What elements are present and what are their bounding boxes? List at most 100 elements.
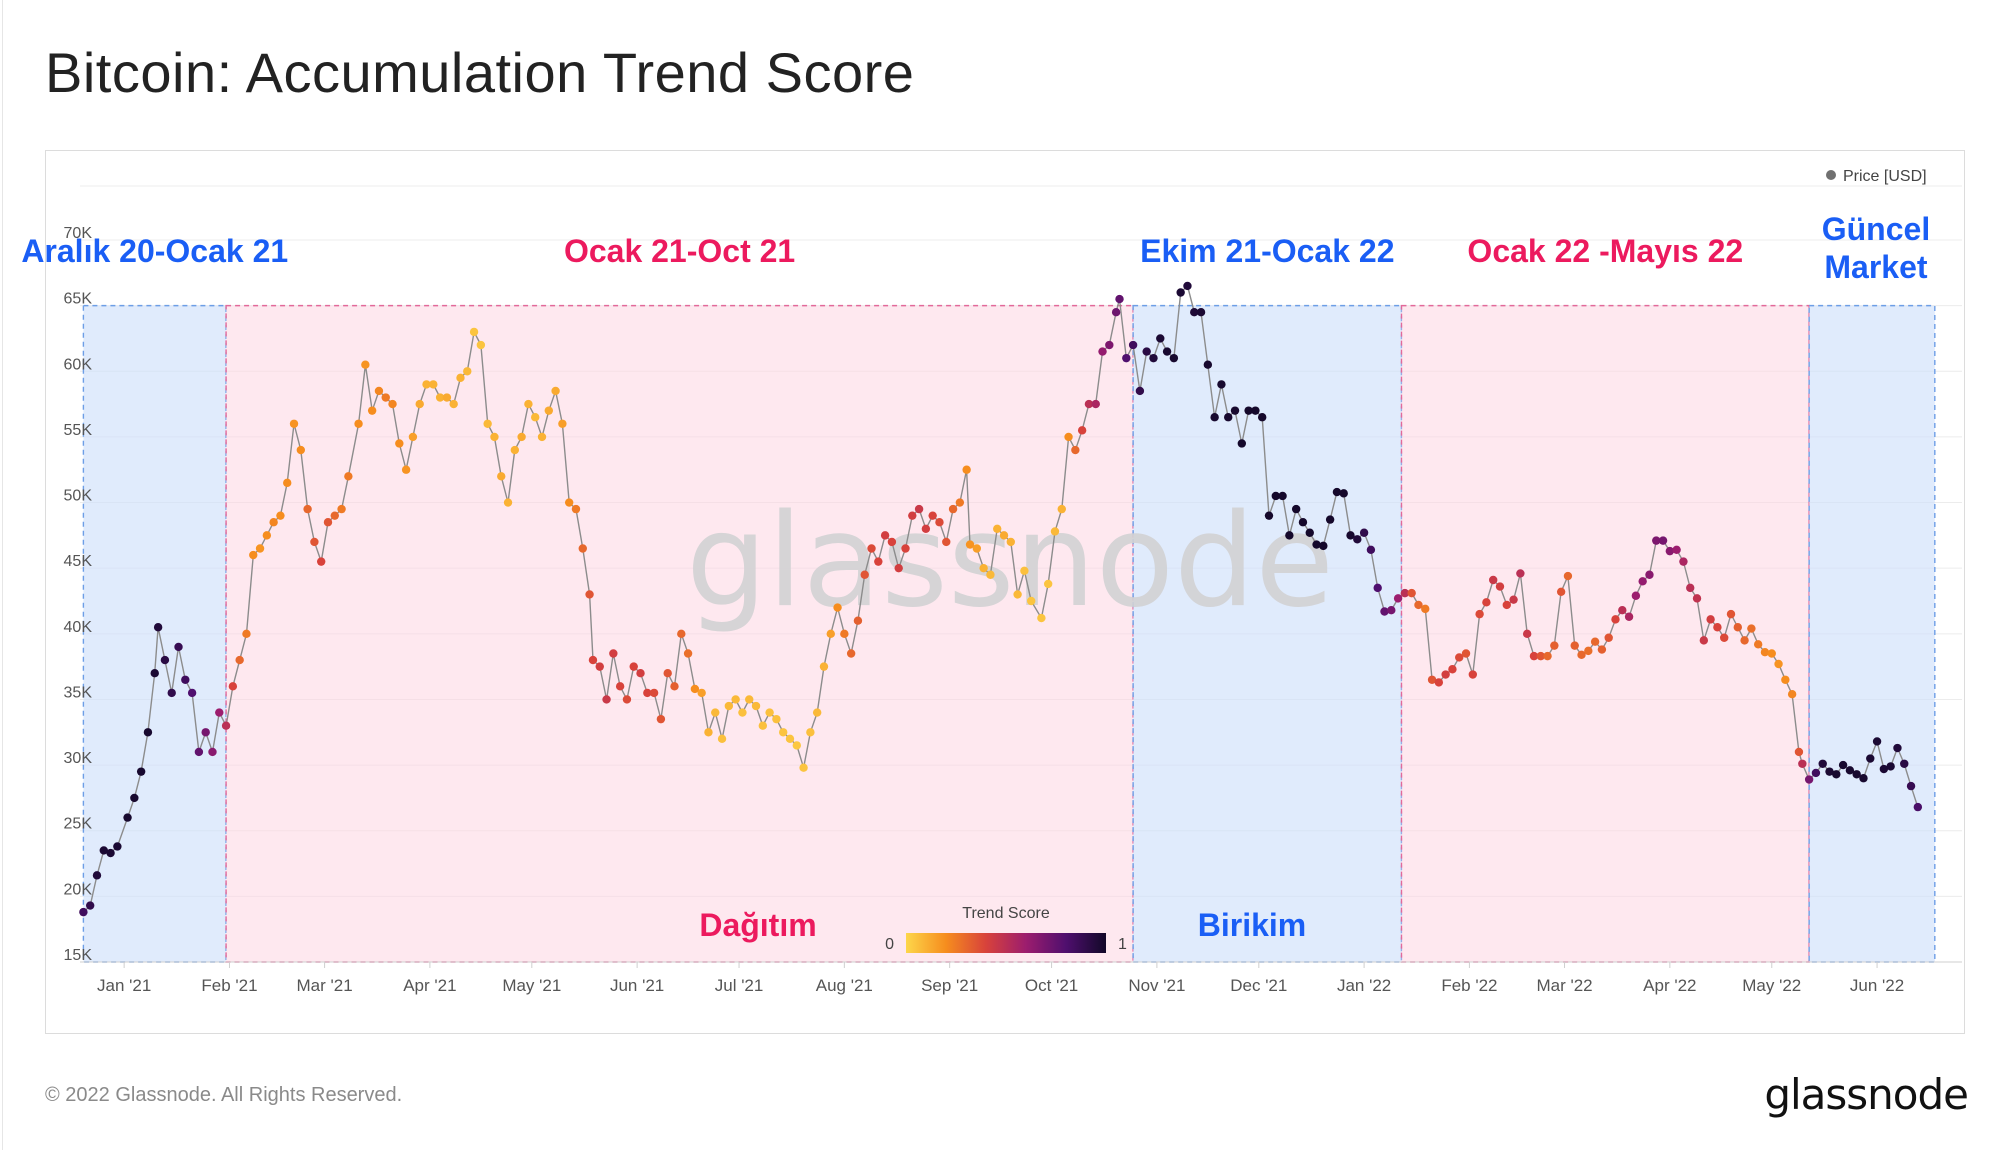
price-point [765, 708, 774, 717]
price-point [901, 544, 910, 553]
price-point [1733, 623, 1742, 632]
price-point [1339, 489, 1348, 498]
price-point [962, 465, 971, 474]
price-point [993, 524, 1002, 533]
price-point [1203, 360, 1213, 369]
price-point [497, 472, 506, 481]
price-point [1400, 588, 1410, 598]
legend-marker [1826, 170, 1836, 180]
page-title: Bitcoin: Accumulation Trend Score [45, 41, 915, 104]
price-point [1050, 527, 1060, 536]
price-point [914, 504, 924, 514]
price-point [296, 445, 306, 455]
price-point [1224, 413, 1233, 422]
price-point [1550, 641, 1559, 650]
price-point [1747, 624, 1756, 633]
price-point [123, 813, 132, 822]
x-tick-label: Apr '21 [403, 976, 456, 995]
price-point [826, 629, 835, 639]
price-point [1906, 781, 1916, 791]
price-point [758, 721, 768, 730]
x-tick-label: Jul '21 [715, 976, 764, 995]
price-point [1122, 353, 1131, 363]
price-point [344, 472, 353, 481]
y-tick-label: 70K [64, 225, 93, 242]
price-point [1077, 426, 1087, 435]
x-tick-label: Sep '21 [921, 976, 978, 995]
price-point [408, 432, 418, 442]
price-point [174, 642, 183, 652]
price-point [1692, 594, 1702, 603]
price-point [113, 842, 122, 851]
price-point [136, 767, 146, 776]
price-point [1706, 615, 1715, 624]
price-point [578, 544, 587, 553]
price-point [1893, 743, 1902, 753]
price-point [1393, 594, 1403, 603]
price-point [510, 445, 520, 455]
price-point [1468, 670, 1478, 679]
price-point [1169, 353, 1179, 363]
price-point [955, 498, 965, 507]
price-point [1845, 766, 1855, 775]
price-point [1346, 531, 1355, 540]
price-point [1900, 759, 1909, 768]
copyright-text: © 2022 Glassnode. All Rights Reserved. [45, 1084, 403, 1106]
price-point [1176, 288, 1185, 297]
price-point [609, 649, 618, 658]
price-point [812, 708, 822, 717]
price-point [656, 714, 666, 724]
price-point [724, 701, 734, 711]
price-point [1115, 294, 1124, 304]
price-point [833, 603, 842, 612]
price-point [772, 714, 781, 724]
price-point [1285, 531, 1294, 540]
price-point [1536, 651, 1545, 661]
price-point [1291, 504, 1301, 514]
annotation-label: Birikim [1198, 907, 1306, 943]
price-point [1461, 649, 1471, 658]
price-point [1852, 770, 1861, 779]
price-point [585, 590, 594, 599]
price-point [1774, 659, 1783, 669]
y-tick-label: 45K [64, 553, 93, 570]
price-point [1825, 767, 1834, 776]
colorbar-min-label: 0 [885, 936, 894, 953]
accumulation-region [82, 304, 227, 963]
x-tick-label: Jun '21 [610, 976, 664, 995]
y-tick-label: 50K [64, 488, 93, 505]
price-point [130, 793, 139, 803]
colorbar-max-label: 1 [1118, 936, 1127, 953]
price-point [602, 695, 611, 704]
price-point [1142, 347, 1151, 356]
price-point [1305, 528, 1314, 537]
price-point [150, 669, 159, 678]
price-point [697, 688, 706, 698]
y-tick-label: 65K [64, 291, 93, 308]
price-point [1699, 636, 1709, 645]
price-point [1441, 670, 1450, 679]
x-tick-label: May '21 [502, 976, 561, 995]
price-point [1570, 641, 1579, 650]
price-point [999, 531, 1009, 540]
price-point [683, 649, 693, 658]
price-point [330, 511, 339, 520]
price-point [1726, 609, 1736, 619]
price-point [283, 478, 292, 488]
price-point [289, 419, 299, 428]
price-point [249, 550, 258, 560]
price-point [1811, 768, 1821, 778]
price-point [1584, 646, 1593, 656]
price-point [986, 570, 995, 579]
price-point [1794, 747, 1804, 757]
price-point [531, 413, 540, 422]
price-point [1026, 596, 1036, 606]
price-point [469, 327, 479, 337]
price-point [745, 695, 754, 704]
price-point [558, 419, 567, 428]
price-point [663, 669, 672, 678]
price-point [595, 662, 604, 671]
y-tick-label: 20K [64, 881, 93, 898]
price-point [711, 708, 720, 717]
price-point [429, 380, 438, 389]
